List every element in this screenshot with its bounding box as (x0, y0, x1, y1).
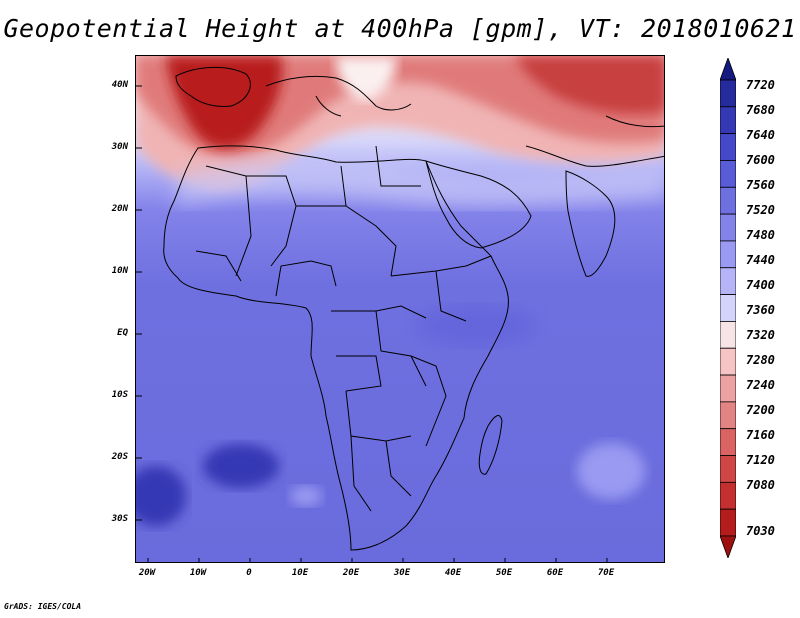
colorbar-label-7480: 7480 (746, 228, 775, 242)
lon-label-70e: 70E (597, 568, 615, 578)
colorbar-label-7360: 7360 (746, 303, 775, 317)
colorbar-segment (720, 186, 736, 215)
lat-label-20n: 20N (111, 204, 128, 214)
colorbar-segment (720, 160, 736, 188)
colorbar-label-7030: 7030 (746, 524, 775, 538)
colorbar-label-7720: 7720 (746, 78, 775, 92)
colorbar-segment (720, 508, 736, 537)
colorbar-label-7560: 7560 (746, 178, 775, 192)
lon-label-20e: 20E (342, 568, 360, 578)
lat-label-40n: 40N (111, 80, 128, 90)
colorbar-segment (720, 240, 736, 269)
colorbar-segment (720, 213, 736, 242)
colorbar-label-7240: 7240 (746, 378, 775, 392)
colorbar-label-7160: 7160 (746, 428, 775, 442)
colorbar-arrow-bottom (720, 535, 736, 558)
lat-label-eq: EQ (117, 328, 128, 338)
subtropical-band (176, 157, 664, 207)
colorbar-label-7640: 7640 (746, 128, 775, 142)
colorbar-segment (720, 428, 736, 456)
lat-label-30n: 30N (111, 142, 128, 152)
colorbar-segment (720, 321, 736, 349)
lon-label-50e: 50E (495, 568, 513, 578)
colorbar-segment (720, 347, 736, 376)
lon-label-40e: 40E (444, 568, 462, 578)
lon-label-60e: 60E (546, 568, 564, 578)
colorbar-segment (720, 481, 736, 510)
colorbar-label-7400: 7400 (746, 278, 775, 292)
low-center-west (166, 56, 283, 149)
colorbar-label-7120: 7120 (746, 453, 775, 467)
mid-blob (416, 306, 536, 346)
lon-label-10e: 10E (291, 568, 309, 578)
colorbar-segment (720, 267, 736, 295)
colorbar-segment (720, 374, 736, 403)
ridge-central (336, 56, 397, 101)
colorbar-label-7320: 7320 (746, 328, 775, 342)
colorbar-label-7680: 7680 (746, 103, 775, 117)
colorbar-label-7280: 7280 (746, 353, 775, 367)
deep-blob-1 (203, 444, 279, 488)
colorbar-segment (720, 294, 736, 322)
lat-label-20s: 20S (111, 452, 128, 462)
geopotential-field (136, 56, 664, 562)
colorbar-segment (720, 133, 736, 161)
lon-label-10w: 10W (189, 568, 207, 578)
colorbar-segment (720, 106, 736, 135)
lat-label-10s: 10S (111, 390, 128, 400)
colorbar-segment (720, 401, 736, 430)
deep-blob-2 (136, 466, 186, 526)
light-blob-east (577, 443, 645, 499)
lon-label-0: 0 (246, 568, 252, 578)
lon-label-20w: 20W (138, 568, 156, 578)
chart-title: Geopotential Height at 400hPa [gpm], VT:… (3, 14, 797, 43)
colorbar-label-7080: 7080 (746, 478, 775, 492)
colorbar-label-7440: 7440 (746, 253, 775, 267)
lat-label-30s: 30S (111, 514, 128, 524)
inner-ticks (136, 85, 608, 562)
lon-label-30e: 30E (393, 568, 411, 578)
colorbar (720, 58, 736, 558)
colorbar-arrow-top (720, 58, 736, 81)
colorbar-segment (720, 79, 736, 108)
low-center-east (516, 56, 664, 114)
colorbar-label-7600: 7600 (746, 153, 775, 167)
light-blob-south (290, 486, 322, 506)
colorbar-segment (720, 455, 736, 483)
coastlines (163, 66, 664, 551)
map-plot-area (135, 55, 665, 563)
lat-label-10n: 10N (111, 266, 128, 276)
colorbar-label-7200: 7200 (746, 403, 775, 417)
credit-text: GrADS: IGES/COLA (4, 602, 82, 611)
colorbar-label-7520: 7520 (746, 203, 775, 217)
